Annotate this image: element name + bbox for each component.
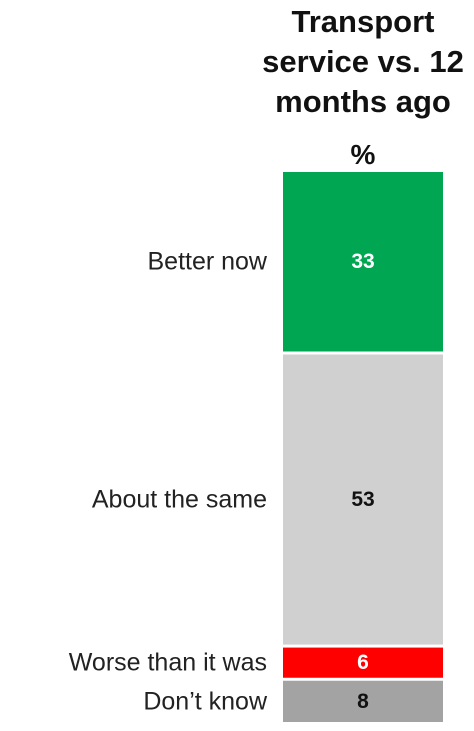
value-label-about-the-same: 53 <box>351 488 374 511</box>
chart-title: Transport service vs. 12 months ago <box>244 2 474 122</box>
chart-title-line-1: Transport <box>291 4 435 39</box>
value-labels: 33 53 6 8 <box>351 250 374 713</box>
category-label-better-now: Better now <box>147 248 267 276</box>
category-label-worse-than-it-was: Worse than it was <box>69 649 267 677</box>
bar-segment-about-the-same <box>283 354 443 645</box>
chart-title-line-2: service vs. 12 <box>262 44 464 79</box>
bar-segment-worse-than-it-was <box>283 647 443 678</box>
value-label-don-t-know: 8 <box>357 690 369 713</box>
bar-segment-don-t-know <box>283 680 443 722</box>
bar-segments <box>283 172 443 722</box>
bar-segment-better-now <box>283 172 443 352</box>
value-label-worse-than-it-was: 6 <box>357 651 369 674</box>
chart-title-line-3: months ago <box>275 84 451 119</box>
value-label-better-now: 33 <box>351 250 374 273</box>
category-label-about-the-same: About the same <box>92 486 267 514</box>
chart-unit-label: % <box>350 139 376 170</box>
category-label-don-t-know: Don’t know <box>143 687 268 715</box>
category-labels: Better now About the same Worse than it wa… <box>69 248 268 716</box>
